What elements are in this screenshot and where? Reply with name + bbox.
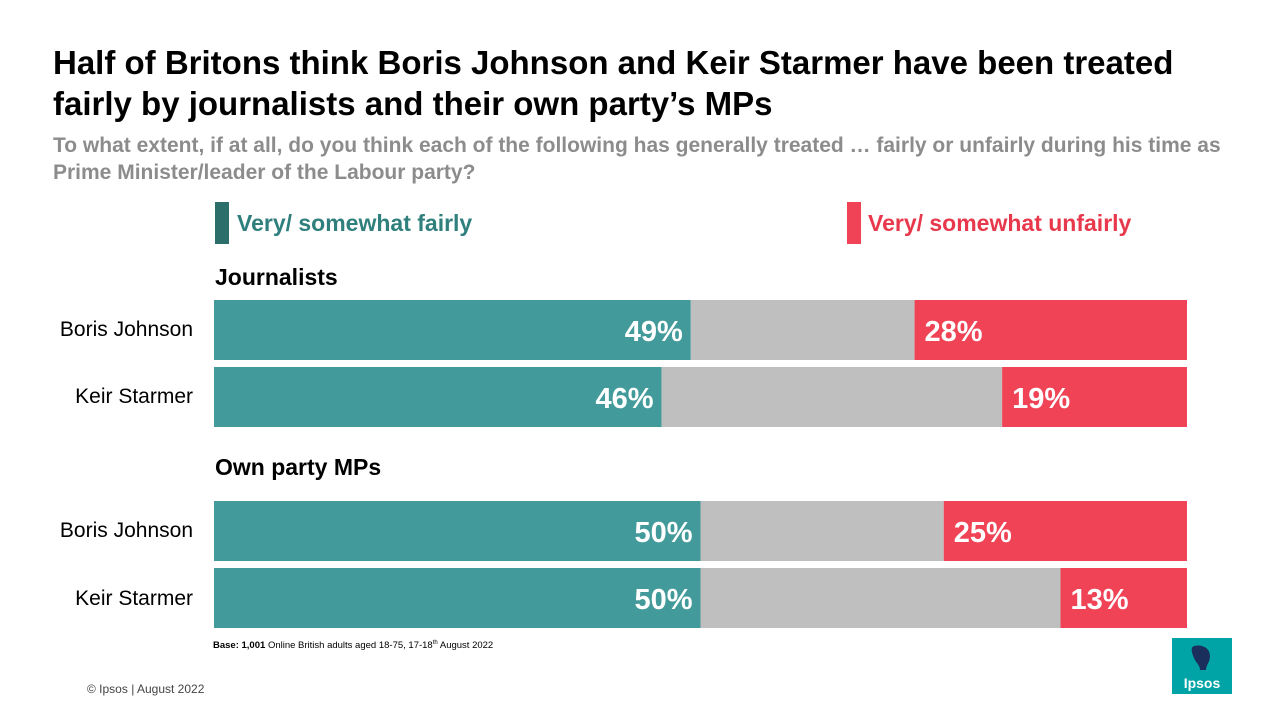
- data-label-unfair-g1-r0: 25%: [954, 517, 1012, 549]
- base-note-sup: th: [432, 640, 438, 646]
- row-label-mps-boris-johnson: Boris Johnson: [59, 519, 193, 542]
- data-label-unfair-g1-r1: 13%: [1071, 584, 1129, 616]
- data-label-unfair-g0-r0: 28%: [925, 316, 983, 348]
- base-note-bold: Base: 1,001: [213, 640, 266, 652]
- chart-title: Half of Britons think Boris Johnson and …: [53, 44, 1174, 122]
- row-label-journalists-keir-starmer: Keir Starmer: [75, 385, 193, 408]
- data-label-fair-g1-r0: 50%: [634, 517, 692, 549]
- ipsos-logo: Ipsos: [1172, 638, 1232, 694]
- chart-subtitle: To what extent, if at all, do you think …: [53, 134, 1221, 184]
- base-note-text: Online British adults aged 18-75, 17-18: [267, 640, 433, 652]
- bar-unfair-g0-r0: [914, 300, 1187, 360]
- legend-label-unfair: Very/ somewhat unfairly: [868, 210, 1132, 236]
- bar-fair-g0-r0: [214, 300, 691, 360]
- base-note: Base: 1,001 Online British adults aged 1…: [213, 640, 493, 651]
- bar-unfair-g1-r1: [1060, 568, 1187, 628]
- bar-unfair-g0-r1: [1002, 367, 1187, 427]
- bar-neutral-g0-r1: [661, 367, 1003, 427]
- group-label-journalists: Journalists: [215, 264, 338, 290]
- data-label-fair-g0-r0: 49%: [625, 316, 683, 348]
- row-label-mps-keir-starmer: Keir Starmer: [75, 587, 193, 610]
- group-label-own-party-mps: Own party MPs: [215, 454, 382, 480]
- bar-neutral-g0-r0: [690, 300, 915, 360]
- bar-neutral-g1-r1: [700, 568, 1061, 628]
- row-label-journalists-boris-johnson: Boris Johnson: [59, 318, 193, 341]
- data-label-unfair-g0-r1: 19%: [1012, 383, 1070, 415]
- bar-fair-g0-r1: [214, 367, 662, 427]
- legend-swatch-unfair: [847, 202, 861, 244]
- data-label-fair-g1-r1: 50%: [634, 584, 692, 616]
- legend-label-fair: Very/ somewhat fairly: [237, 210, 473, 236]
- logo-text: Ipsos: [1184, 675, 1221, 691]
- bar-neutral-g1-r0: [700, 501, 944, 561]
- base-note-tail: August 2022: [439, 640, 494, 652]
- legend-swatch-fair: [215, 202, 229, 244]
- copyright: © Ipsos | August 2022: [87, 682, 205, 696]
- bar-unfair-g1-r0: [943, 501, 1187, 561]
- bar-fair-g1-r0: [214, 501, 701, 561]
- data-label-fair-g0-r1: 46%: [596, 383, 654, 415]
- bar-fair-g1-r1: [214, 568, 701, 628]
